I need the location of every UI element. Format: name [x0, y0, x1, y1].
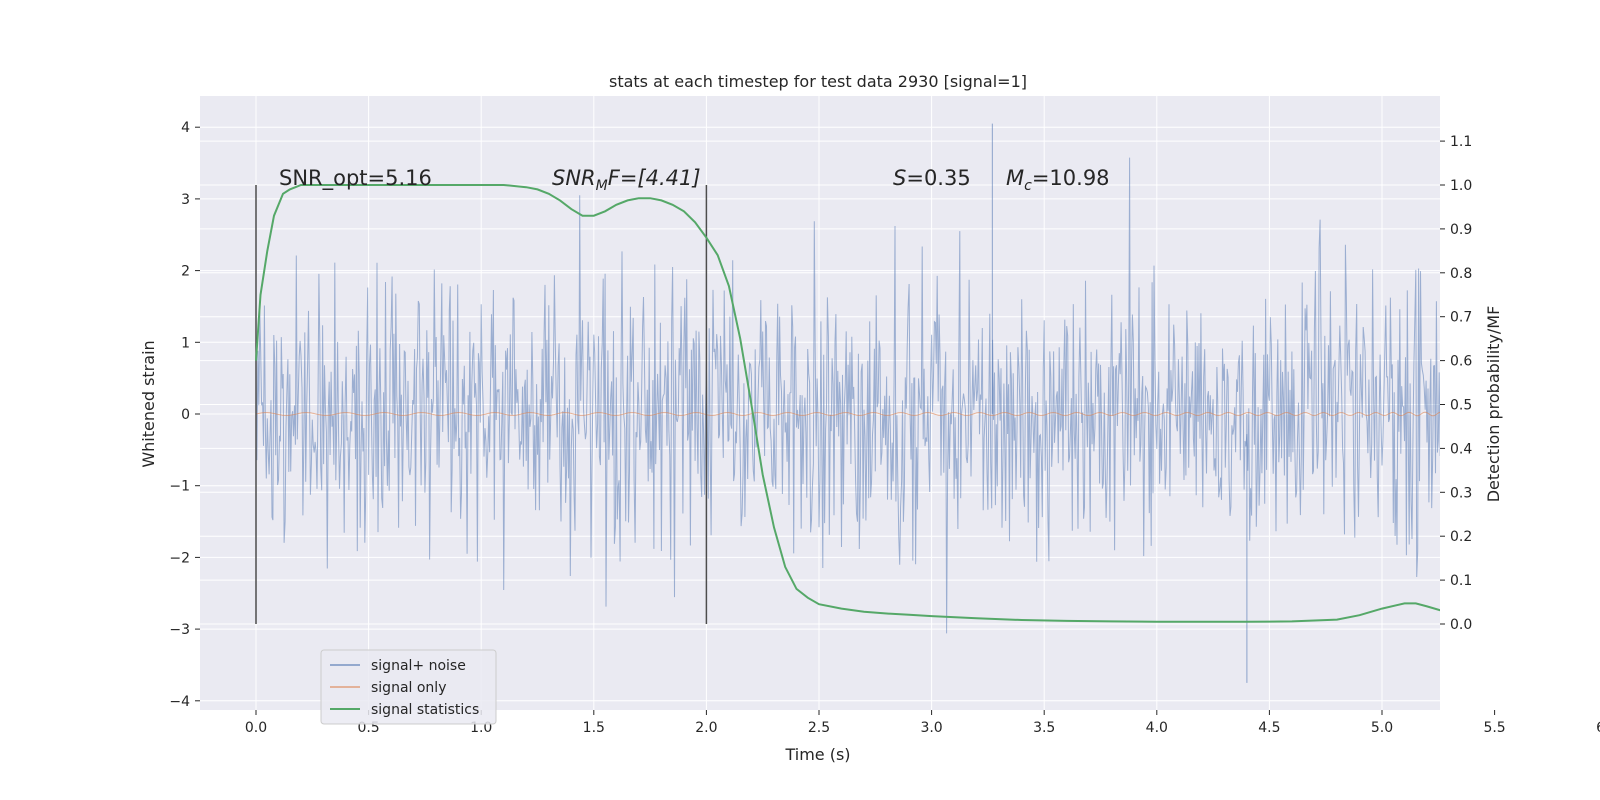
y-axis-right-label: Detection probability/MF	[1484, 306, 1503, 503]
y-right-tick-label: 0.9	[1450, 222, 1472, 238]
signal-noise-line	[255, 157, 1440, 634]
chart-title: stats at each timestep for test data 293…	[609, 72, 1027, 91]
annotation-mc-rest: =10.98	[1032, 166, 1110, 190]
window-markers	[255, 185, 708, 624]
y-right-tick-label: 1.0	[1450, 178, 1472, 194]
y-tick-label: 1	[181, 335, 190, 351]
y-right-tick-label: 0.1	[1450, 573, 1472, 589]
annotation-snr-mf-main: SNR	[552, 166, 596, 190]
signal-statistics-series	[255, 184, 1440, 623]
y-right-tick-label: 1.1	[1450, 134, 1472, 150]
legend-label-signal-statistics: signal statistics	[371, 702, 479, 718]
x-axis-ticks: 0.00.51.01.52.02.53.03.54.04.55.05.56.06…	[245, 710, 1600, 736]
x-tick-label: 2.5	[808, 720, 830, 736]
x-tick-label: 5.5	[1483, 720, 1505, 736]
y-tick-label: −3	[169, 622, 190, 638]
x-tick-label: 1.5	[583, 720, 605, 736]
annotation-snr-mf-rest: F=[4.41]	[608, 166, 701, 190]
annotations: SNR_opt=5.16 SNRMF=[4.41] S=0.35 Mc=10.9…	[279, 166, 1110, 194]
x-tick-label: 6.0	[1596, 720, 1600, 736]
y-right-tick-label: 0.7	[1450, 310, 1472, 326]
y-axis-right-ticks: 0.0 0.1 0.2 0.3 0.4 0.5 0.6 0.7 0.8 0.9 1.0 1.1	[1440, 134, 1472, 633]
annotation-s-rest: =0.35	[906, 166, 970, 190]
x-tick-label: 3.5	[1033, 720, 1055, 736]
signal-only-line	[255, 411, 1440, 417]
y-right-tick-label: 0.0	[1450, 617, 1472, 633]
annotation-mc: Mc=10.98	[1006, 166, 1110, 194]
legend-box	[320, 649, 497, 725]
legend-label-signal-noise: signal+ noise	[371, 658, 466, 674]
y-tick-label: 4	[181, 120, 190, 136]
y-right-tick-label: 0.3	[1450, 485, 1472, 501]
y-right-tick-label: 0.5	[1450, 398, 1472, 414]
x-tick-label: 3.0	[920, 720, 942, 736]
annotation-snr-mf: SNRMF=[4.41]	[552, 166, 701, 194]
annotation-mc-sub: c	[1024, 178, 1032, 194]
y-tick-label: 0	[181, 407, 190, 423]
x-tick-label: 0.0	[245, 720, 267, 736]
signal-noise-series	[255, 123, 1440, 683]
y-tick-label: −4	[169, 694, 190, 710]
x-tick-label: 2.0	[695, 720, 717, 736]
signal-only-series	[255, 411, 1440, 417]
x-axis-label: Time (s)	[784, 745, 850, 764]
x-tick-label: 4.0	[1146, 720, 1168, 736]
y-tick-label: −1	[169, 479, 190, 495]
y-tick-label: 2	[181, 264, 190, 280]
legend: signal+ noise signal only signal statist…	[320, 649, 497, 725]
y-right-tick-label: 0.6	[1450, 354, 1472, 370]
y-tick-label: 3	[181, 192, 190, 208]
annotation-snr-mf-sub: M	[596, 178, 608, 194]
y-axis-label: Whitened strain	[139, 340, 158, 467]
annotation-s-main: S	[893, 166, 906, 190]
y-right-tick-label: 0.2	[1450, 529, 1472, 545]
x-tick-label: 4.5	[1258, 720, 1280, 736]
y-axis-ticks: −4 −3 −2 −1 0 1 2 3 4	[169, 120, 200, 710]
x-tick-label: 5.0	[1371, 720, 1393, 736]
annotation-mc-main: M	[1006, 166, 1024, 190]
signal-statistics-line	[255, 184, 1440, 623]
legend-label-signal-only: signal only	[371, 680, 446, 696]
plot-content	[255, 123, 1440, 683]
annotation-snr-opt: SNR_opt=5.16	[279, 166, 432, 191]
y-right-tick-label: 0.4	[1450, 441, 1472, 457]
y-tick-label: −2	[169, 550, 190, 566]
y-right-tick-label: 0.8	[1450, 266, 1472, 282]
annotation-s: S=0.35	[893, 166, 971, 190]
